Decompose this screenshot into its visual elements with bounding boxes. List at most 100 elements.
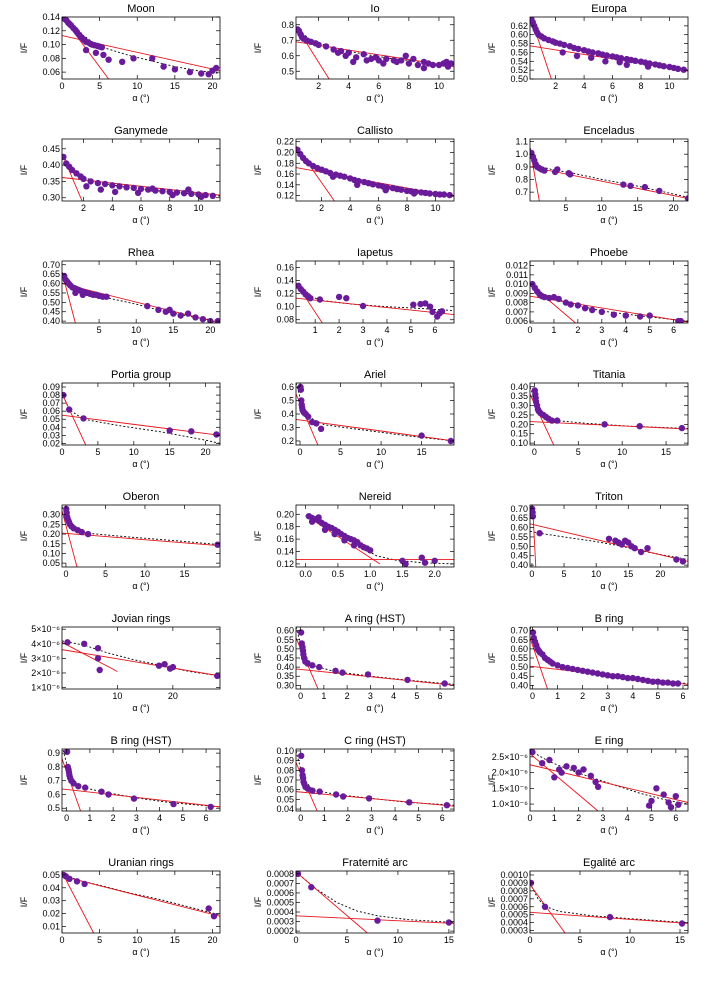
data-point	[425, 60, 432, 67]
data-point	[610, 311, 617, 318]
data-point	[599, 671, 606, 678]
data-point	[545, 415, 552, 422]
data-point	[63, 509, 70, 516]
plot-frame	[61, 870, 221, 934]
data-point	[410, 301, 417, 308]
data-point	[84, 530, 92, 538]
data-point	[536, 291, 543, 298]
data-point	[422, 300, 429, 307]
x-tick-label: 6	[432, 325, 437, 335]
data-point	[656, 187, 663, 195]
linear-fit-line	[296, 418, 454, 442]
data-point	[405, 60, 413, 67]
data-point	[94, 645, 102, 652]
data-point	[375, 57, 382, 64]
data-point	[315, 41, 322, 49]
x-tick-label: 0	[530, 691, 535, 701]
data-point	[559, 663, 566, 671]
data-point	[542, 413, 549, 420]
y-tick-label: 0.52	[510, 65, 528, 75]
data-point	[347, 535, 354, 543]
linear-fit-line	[62, 177, 220, 196]
data-point	[82, 784, 89, 791]
y-tick-label: 0.22	[276, 137, 294, 147]
data-point	[152, 187, 159, 194]
model-curve	[296, 871, 454, 923]
plot-frame	[295, 870, 455, 934]
data-point	[665, 799, 672, 806]
data-point	[66, 774, 74, 782]
y-tick-label: 0.60	[510, 523, 528, 533]
data-point	[301, 780, 308, 788]
data-point	[570, 44, 578, 52]
y-tick-label: 0.12	[42, 26, 60, 36]
data-point	[65, 517, 72, 524]
y-tick-label: 0.50	[510, 662, 528, 672]
data-point	[66, 875, 73, 882]
data-point	[436, 191, 443, 198]
data-point	[660, 62, 667, 70]
data-point	[625, 539, 632, 546]
data-point	[551, 168, 559, 176]
data-point	[619, 673, 626, 681]
data-point	[105, 56, 112, 63]
data-point	[331, 526, 338, 533]
data-point	[531, 284, 538, 291]
data-point	[537, 409, 544, 417]
y-axis-label: I/F	[487, 774, 497, 785]
y-tick-label: 0.10	[276, 302, 294, 312]
x-tick-label: 5	[577, 935, 582, 945]
data-point	[308, 884, 315, 891]
data-point	[539, 651, 546, 658]
data-point	[337, 530, 345, 538]
y-tick-label: 0.8	[47, 762, 60, 772]
y-tick-label: 0.03	[42, 896, 60, 906]
data-point	[318, 166, 325, 173]
data-point	[412, 188, 419, 195]
data-point	[679, 558, 687, 565]
y-tick-label: 0.20	[276, 147, 294, 157]
y-tick-label: 0.50	[510, 541, 528, 551]
x-tick-label: 10	[434, 81, 444, 91]
panel-title: Europa	[591, 3, 627, 15]
data-point	[606, 913, 614, 921]
data-point	[534, 645, 541, 653]
data-point	[105, 791, 112, 798]
y-tick-label: 0.25	[42, 519, 60, 529]
data-point	[443, 58, 450, 66]
data-point	[402, 560, 409, 567]
data-point	[420, 58, 428, 66]
data-point	[130, 184, 137, 192]
data-point	[444, 63, 452, 70]
data-point	[623, 61, 630, 68]
data-point	[570, 764, 577, 772]
data-point	[622, 312, 629, 319]
opposition-fit-line	[62, 272, 76, 323]
data-point	[390, 57, 397, 64]
data-point	[410, 190, 418, 197]
x-axis-label: α (°)	[132, 93, 149, 103]
data-point	[436, 310, 443, 317]
x-axis-label: α (°)	[600, 215, 617, 225]
data-point	[209, 192, 216, 199]
data-point	[312, 40, 319, 47]
data-point	[84, 289, 91, 297]
data-point	[299, 643, 306, 651]
data-point	[535, 647, 542, 654]
y-axis-label: I/F	[19, 652, 29, 663]
y-tick-label: 0.06	[42, 67, 60, 77]
data-point	[316, 663, 323, 671]
data-point	[309, 662, 316, 669]
data-point	[646, 60, 653, 67]
data-point	[363, 545, 371, 552]
plot-frame	[295, 626, 455, 690]
data-point	[166, 306, 173, 313]
data-point	[637, 58, 645, 65]
model-curve	[530, 530, 688, 560]
x-tick-label: 10	[376, 447, 386, 457]
plot-frame	[529, 16, 689, 80]
